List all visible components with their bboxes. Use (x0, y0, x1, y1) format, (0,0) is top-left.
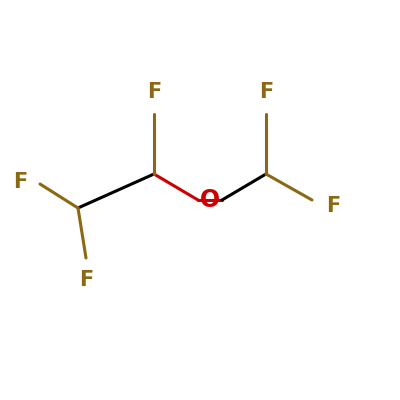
Text: O: O (200, 188, 220, 212)
Text: F: F (13, 172, 27, 192)
Text: F: F (147, 82, 161, 102)
Text: F: F (259, 82, 273, 102)
Text: F: F (326, 196, 340, 216)
Text: F: F (79, 270, 93, 290)
